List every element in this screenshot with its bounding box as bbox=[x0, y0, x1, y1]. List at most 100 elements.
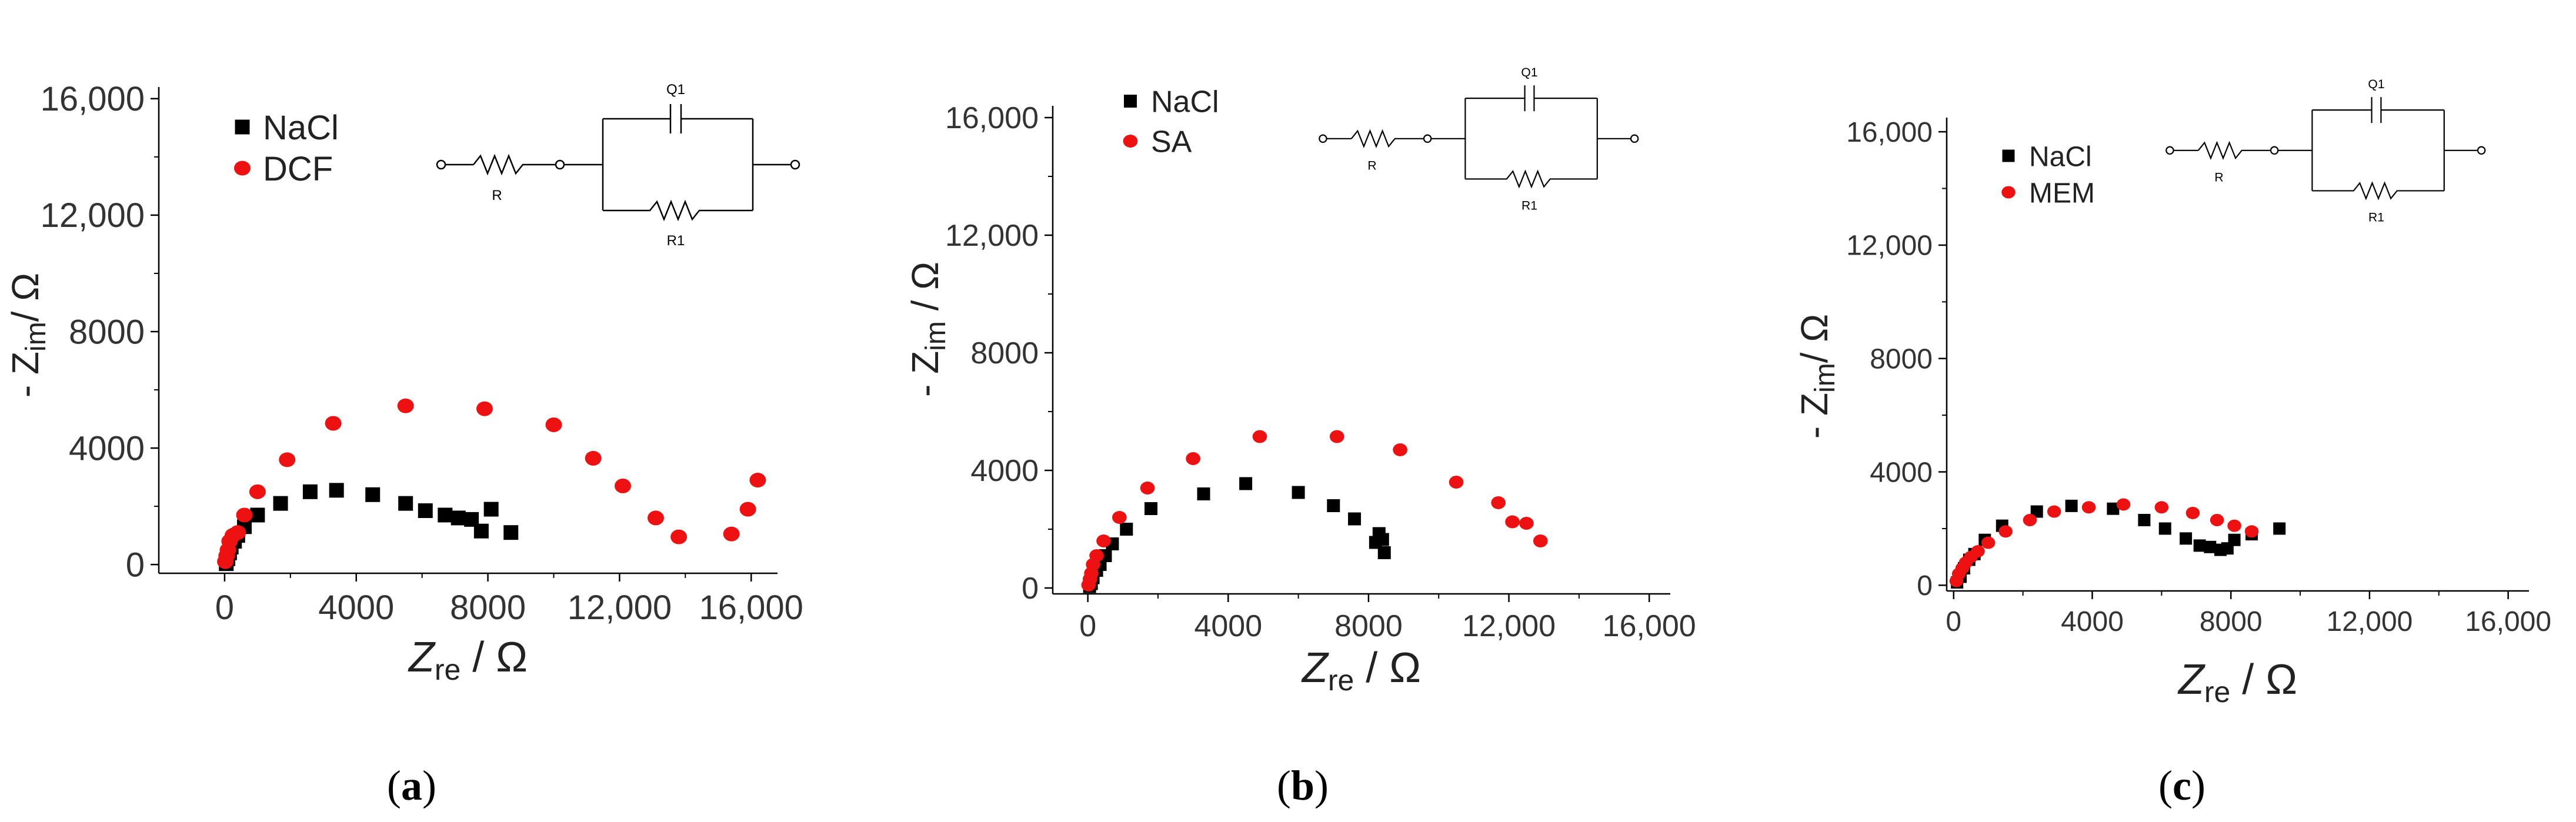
data-point-nacl bbox=[1348, 512, 1362, 526]
equivalent-circuit: Q1 R R1 bbox=[436, 82, 800, 249]
x-axis-title-unit: / Ω bbox=[1354, 644, 1421, 691]
panel-label-open-paren: ( bbox=[387, 762, 401, 809]
data-point-nacl bbox=[2193, 539, 2206, 552]
x-tick-label: 4000 bbox=[1194, 609, 1262, 643]
data-point-dcf bbox=[397, 398, 414, 413]
x-tick-label: 16,000 bbox=[2465, 606, 2551, 637]
legend-label: NaCl bbox=[1151, 85, 1219, 119]
series-dcf bbox=[217, 398, 766, 569]
x-axis-title-main: Z bbox=[1301, 644, 1329, 691]
data-point-nacl bbox=[418, 503, 433, 519]
y-tick-label: 0 bbox=[1917, 570, 1933, 602]
x-axis-title-unit: / Ω bbox=[461, 634, 528, 681]
data-point-sa bbox=[1252, 430, 1267, 443]
data-point-sa bbox=[1449, 476, 1464, 489]
panel-label-open-paren: ( bbox=[1277, 762, 1291, 809]
data-point-mem bbox=[2154, 501, 2169, 514]
data-point-nacl bbox=[503, 525, 519, 540]
data-point-nacl bbox=[2107, 502, 2120, 515]
series-nacl bbox=[1951, 499, 2286, 589]
data-point-sa bbox=[1329, 430, 1344, 443]
y-tick-label: 12,000 bbox=[41, 196, 145, 235]
data-point-nacl bbox=[1197, 487, 1210, 500]
y-tick-label: 8000 bbox=[69, 313, 145, 351]
resistor-r1-symbol bbox=[2312, 181, 2444, 201]
legend: NaCl MEM bbox=[2001, 141, 2095, 209]
data-point-sa bbox=[1140, 482, 1155, 494]
data-point-sa bbox=[1519, 517, 1534, 530]
x-tick-label: 12,000 bbox=[1462, 609, 1556, 643]
data-point-nacl bbox=[1377, 546, 1391, 559]
x-tick-label: 4000 bbox=[2061, 606, 2124, 637]
legend-marker-circle bbox=[2001, 186, 2016, 199]
x-axis-title-unit: / Ω bbox=[2230, 656, 2297, 703]
data-point-sa bbox=[1112, 511, 1127, 524]
y-tick-label: 0 bbox=[1022, 572, 1039, 606]
y-axis-title-unit: / Ω bbox=[904, 262, 946, 321]
y-axis-title: - Zim/ Ω bbox=[1793, 314, 1841, 439]
panel-label: (c) bbox=[2158, 762, 2205, 809]
data-point-nacl bbox=[451, 510, 466, 526]
data-point-nacl bbox=[398, 496, 413, 511]
series-nacl bbox=[1083, 477, 1391, 593]
legend-marker-square bbox=[2002, 149, 2015, 162]
data-point-dcf bbox=[739, 502, 756, 517]
resistor-r1-symbol bbox=[1465, 169, 1597, 189]
x-tick-label: 8000 bbox=[1334, 609, 1403, 643]
x-axis-title-sub: re bbox=[2204, 676, 2230, 709]
panel-label: (b) bbox=[1277, 762, 1329, 809]
x-axis-title-sub: re bbox=[435, 653, 461, 686]
data-point-nacl bbox=[1292, 486, 1305, 499]
data-point-mem bbox=[2210, 513, 2224, 526]
data-point-nacl bbox=[2273, 522, 2286, 535]
y-axis-title-main: - Z bbox=[904, 351, 946, 397]
data-point-sa bbox=[1491, 496, 1506, 509]
data-point-nacl bbox=[2065, 499, 2078, 512]
circuit-label-q1: Q1 bbox=[666, 82, 685, 98]
data-point-dcf bbox=[749, 473, 766, 488]
data-point-nacl bbox=[473, 523, 489, 539]
panel-label-letter: c bbox=[2173, 762, 2191, 809]
panel-label-close-paren: ) bbox=[1314, 762, 1329, 809]
data-point-nacl bbox=[2158, 522, 2171, 535]
y-axis-title-sub: im bbox=[920, 321, 952, 351]
legend-label: SA bbox=[1151, 125, 1192, 159]
data-point-nacl bbox=[1327, 499, 1340, 512]
data-point-mem bbox=[2047, 505, 2061, 518]
data-point-sa bbox=[1186, 452, 1200, 465]
data-point-mem bbox=[2244, 525, 2259, 538]
circuit-label-q1: Q1 bbox=[2368, 78, 2384, 91]
data-point-mem bbox=[2227, 519, 2241, 532]
resistor-r1-symbol bbox=[603, 199, 753, 222]
y-axis-title: - Zim/ Ω bbox=[4, 273, 52, 397]
circuit-label-r1: R1 bbox=[2368, 210, 2384, 224]
resistor-r-symbol bbox=[473, 153, 556, 176]
legend-label: MEM bbox=[2029, 178, 2095, 209]
legend-label: NaCl bbox=[2029, 141, 2092, 172]
terminal-right bbox=[2477, 146, 2486, 155]
x-tick-label: 16,000 bbox=[699, 589, 803, 627]
resistor-r-symbol bbox=[2197, 141, 2271, 160]
chart-panel-a: 0 4000 8000 12,000 16,000 0 4000 8000 12,000 16,0… bbox=[4, 80, 803, 809]
data-point-nacl bbox=[2204, 540, 2217, 553]
x-axis-title-main: Z bbox=[2177, 656, 2205, 703]
data-point-dcf bbox=[723, 526, 740, 542]
circuit-label-r: R bbox=[492, 188, 502, 203]
y-axis-title-unit: / Ω bbox=[1793, 314, 1836, 363]
data-point-mem bbox=[2023, 513, 2037, 526]
x-axis-title: Zre / Ω bbox=[408, 634, 528, 686]
data-point-dcf bbox=[615, 478, 631, 493]
panel-label: (a) bbox=[387, 762, 436, 809]
y-axis-title-sub: im bbox=[1810, 363, 1841, 393]
panel-label-close-paren: ) bbox=[422, 762, 436, 809]
data-point-mem bbox=[1998, 525, 2013, 538]
resistor-r-symbol bbox=[1350, 129, 1424, 148]
equivalent-circuit: Q1 R R1 bbox=[1319, 66, 1639, 212]
data-point-nacl bbox=[2228, 533, 2241, 546]
data-point-mem bbox=[1971, 545, 1985, 558]
x-tick-label: 4000 bbox=[318, 589, 394, 627]
x-axis-title: Zre / Ω bbox=[2177, 656, 2297, 709]
y-axis-title-main: - Z bbox=[4, 352, 46, 397]
data-point-nacl bbox=[302, 484, 318, 499]
chart-panel-c: 0 4000 8000 12,000 16,000 0 4000 8000 12,000 16,0… bbox=[1793, 78, 2551, 809]
